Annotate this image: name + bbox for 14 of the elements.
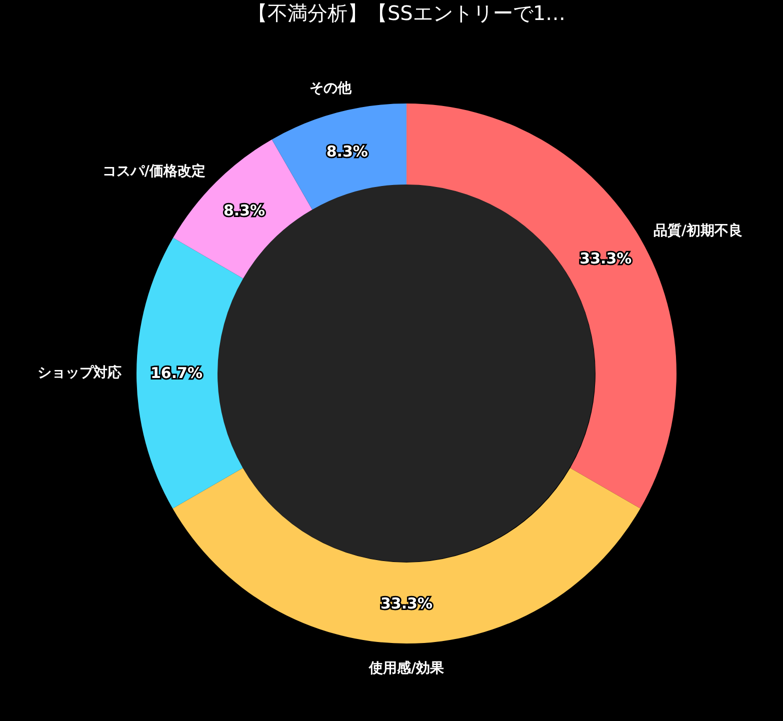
data-label: 8.3% (223, 201, 266, 220)
slice-label: 使用感/効果 (368, 660, 446, 676)
data-label: 16.7% (150, 364, 203, 382)
slice-label: その他 (309, 80, 352, 96)
donut-slice (172, 468, 640, 643)
data-label: 8.3% (326, 142, 368, 160)
donut-slice (136, 238, 244, 508)
donut-slice (272, 104, 406, 210)
slice-label: ショップ対応 (38, 364, 122, 382)
data-label: 33.3% (580, 250, 632, 268)
slice-label: 品質/初期不良 (653, 222, 742, 239)
slice-label: コスパ/価格改定 (102, 162, 206, 180)
chart-title: 【不満分析】【SSエントリーで1… (247, 1, 566, 25)
data-label: 33.3% (380, 594, 433, 612)
